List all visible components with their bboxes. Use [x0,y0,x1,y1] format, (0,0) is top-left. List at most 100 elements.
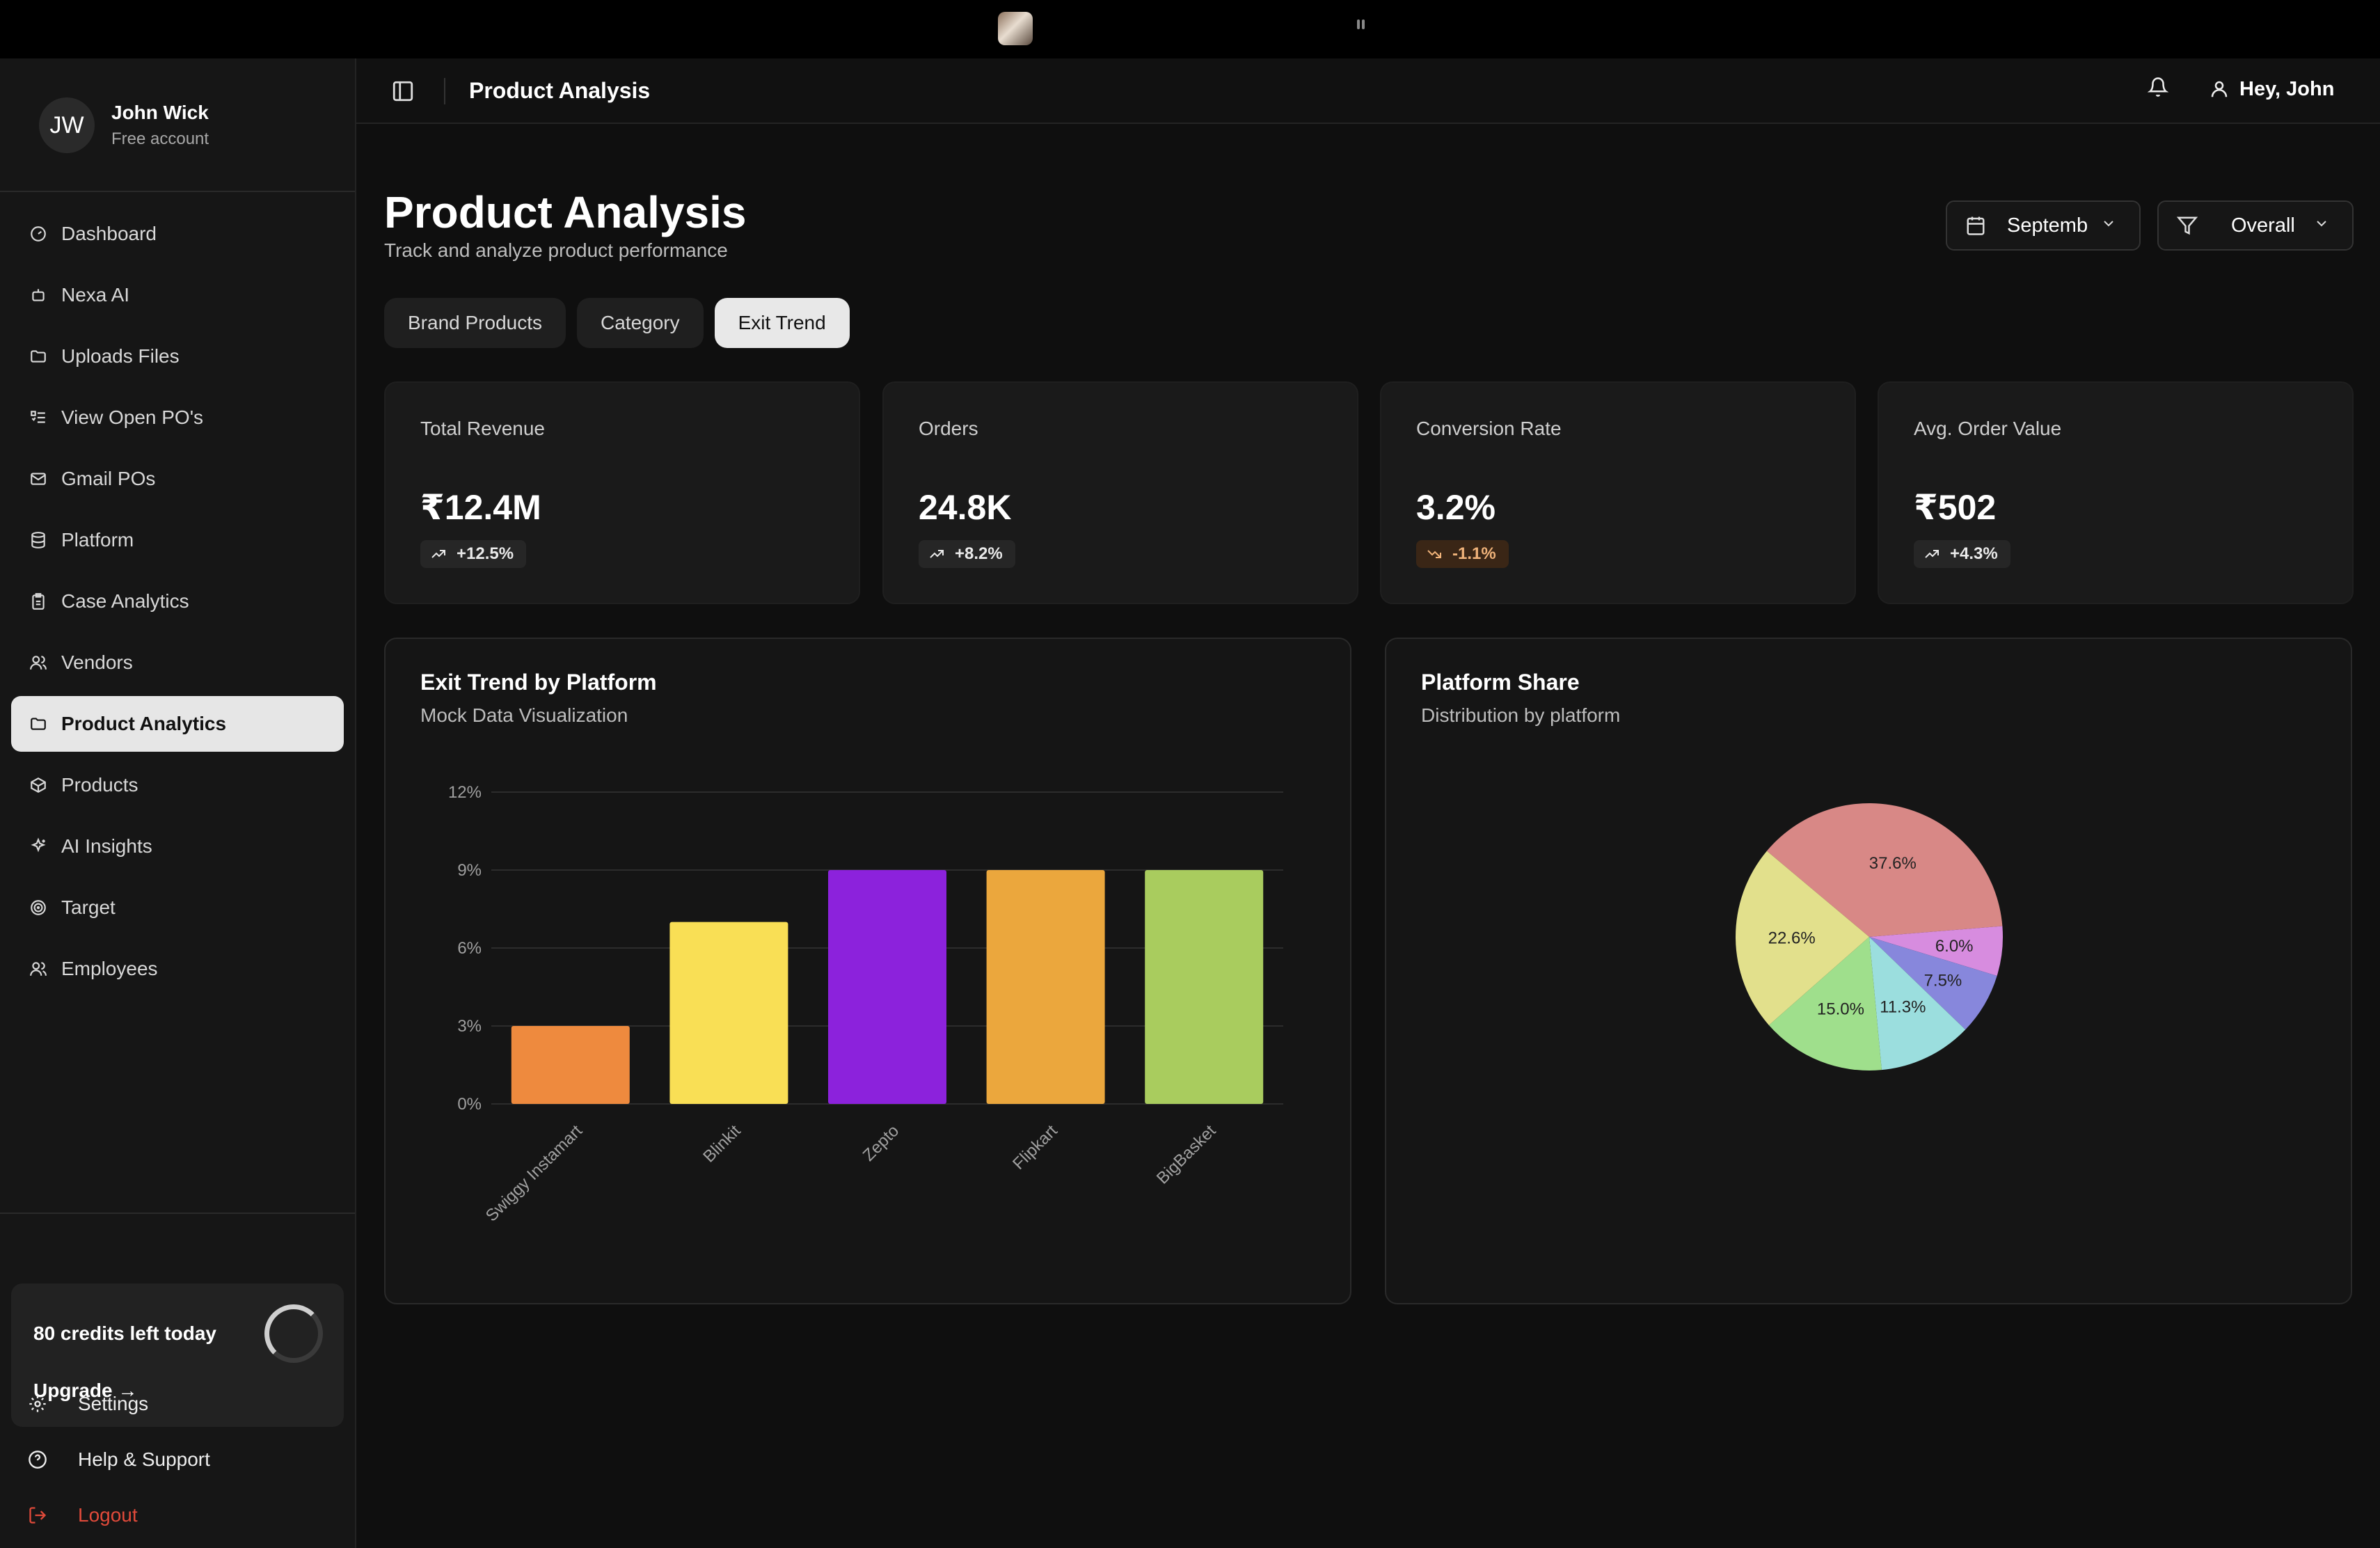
bar-panel-subtitle: Mock Data Visualization [420,704,628,726]
sidebar-item-label: AI Insights [61,835,152,857]
kpi-card-avg-order-value: Avg. Order Value ₹502 +4.3% [1878,381,2354,604]
trending-up-icon [1925,550,1939,558]
trending-up-icon [930,550,944,558]
credits-progress-ring [264,1304,323,1363]
target-icon [28,897,49,918]
tab-brand-products[interactable]: Brand Products [384,298,566,348]
notifications-button[interactable] [2147,77,2171,100]
sidebar-item-label: Product Analytics [61,713,227,734]
kpi-label: Total Revenue [420,418,546,439]
view-tabs: Brand Products Category Exit Trend [384,298,861,348]
trending-up-icon [431,550,445,558]
sidebar-item-dashboard[interactable]: Dashboard [11,206,344,262]
bar-flipkart[interactable] [986,870,1105,1104]
platform-share-pie-chart: 37.6% 6.0% 7.5% 11.3% 15.0% 22.6% [1736,803,2003,1071]
sidebar-nav: Dashboard Nexa AI Uploads Files View Open P… [11,206,344,1002]
settings-link[interactable]: Settings [28,1387,148,1421]
logout-icon [29,1507,47,1524]
filter-icon [2177,216,2198,235]
chevron-down-icon [2100,214,2117,237]
box-icon [28,775,49,796]
credits-card: 80 credits left today Upgrade → [11,1284,344,1427]
y-tick-label: 9% [457,861,482,880]
user-profile[interactable]: JW John Wick Free account [0,58,355,192]
sidebar-item-vendors[interactable]: Vendors [11,635,344,690]
sidebar-item-label: Vendors [61,651,133,673]
logout-label: Logout [78,1504,138,1526]
chevron-down-icon [2313,214,2330,237]
sidebar-item-nexa-ai[interactable]: Nexa AI [11,267,344,323]
pie-slice[interactable] [1869,926,2003,977]
pie-slice[interactable] [1869,937,1997,1030]
sidebar-item-ai-insights[interactable]: AI Insights [11,819,344,874]
pie-slice-label: 7.5% [1924,971,1962,990]
tab-exit-trend[interactable]: Exit Trend [714,298,850,348]
sidebar-item-products[interactable]: Products [11,757,344,813]
month-select-value: Septemb [2007,214,2088,237]
user-menu-button[interactable]: Hey, John [2209,75,2334,103]
sidebar-item-label: Products [61,774,138,796]
x-tick-label: Blinkit [699,1121,745,1167]
logout-link[interactable]: Logout [28,1498,138,1533]
folder-icon [28,346,49,367]
main-content: Product Analysis Track and analyze produ… [356,124,2380,1548]
help-support-link[interactable]: Help & Support [28,1442,210,1477]
list-icon [28,407,49,428]
exit-trend-bar-chart: 0% 3% 6% 9% 12% Swiggy Instamart Blinkit Zepto F… [448,783,1283,1225]
kpi-change-badge: -1.1% [1416,540,1509,568]
kpi-change-value: -1.1% [1452,544,1496,563]
sidebar-item-view-open-po-s[interactable]: View Open PO's [11,390,344,445]
help-support-label: Help & Support [78,1448,210,1470]
sidebar-item-uploads-files[interactable]: Uploads Files [11,329,344,384]
x-tick-label: Flipkart [1009,1121,1061,1174]
kpi-label: Avg. Order Value [1914,418,2062,439]
sidebar-item-target[interactable]: Target [11,880,344,935]
header-divider [444,78,445,104]
pie-slice[interactable] [1768,937,1882,1071]
bar-blinkit[interactable] [669,922,788,1104]
greeting-text: Hey, John [2239,77,2335,100]
kpi-value: ₹502 [1914,488,1997,527]
pie-slice[interactable] [1766,803,2003,937]
x-tick-label: Swiggy Instamart [482,1121,586,1225]
sidebar-item-label: Target [61,897,116,918]
pie-panel-title: Platform Share [1421,670,1580,695]
platform-share-panel: Platform Share Distribution by platform … [1385,638,2352,1304]
x-tick-label: BigBasket [1153,1121,1220,1188]
bot-icon [28,285,49,306]
kpi-change-badge: +4.3% [1914,540,2010,568]
sidebar-item-label: View Open PO's [61,406,204,428]
bell-icon [2147,77,2169,97]
bar-bigbasket[interactable] [1145,870,1264,1104]
avatar: JW [39,97,95,153]
tab-category[interactable]: Category [577,298,704,348]
gauge-icon [28,223,49,244]
bar-zepto[interactable] [828,870,946,1104]
sidebar-item-label: Case Analytics [61,590,189,612]
kpi-change-value: +4.3% [1950,544,1998,563]
header-title: Product Analysis [469,78,651,103]
pie-slice-label: 6.0% [1935,937,1974,956]
y-tick-label: 0% [457,1095,482,1114]
users-icon [28,652,49,673]
bar-swiggy-instamart[interactable] [511,1026,630,1104]
sidebar-item-product-analytics[interactable]: Product Analytics [11,696,344,752]
sidebar-item-platform[interactable]: Platform [11,512,344,568]
audio-indicator-icon [1357,19,1374,31]
sidebar-item-gmail-pos[interactable]: Gmail POs [11,451,344,507]
sidebar-item-label: Employees [61,958,158,979]
sidebar-bottom-divider [0,1213,355,1214]
page-title: Product Analysis [384,187,747,237]
sidebar-item-employees[interactable]: Employees [11,941,344,997]
sidebar-item-label: Uploads Files [61,345,180,367]
month-select[interactable]: Septemb [1946,200,2141,251]
sidebar-item-case-analytics[interactable]: Case Analytics [11,574,344,629]
pie-slice[interactable] [1736,851,1869,1025]
gear-icon [29,1396,46,1412]
credits-text: 80 credits left today [33,1322,216,1344]
sidebar-toggle-button[interactable] [391,79,415,103]
filter-select[interactable]: Overall [2157,200,2354,251]
upgrade-link[interactable]: Upgrade → [33,1380,138,1401]
pie-slice[interactable] [1869,937,1966,1071]
panel-left-icon [392,81,413,102]
